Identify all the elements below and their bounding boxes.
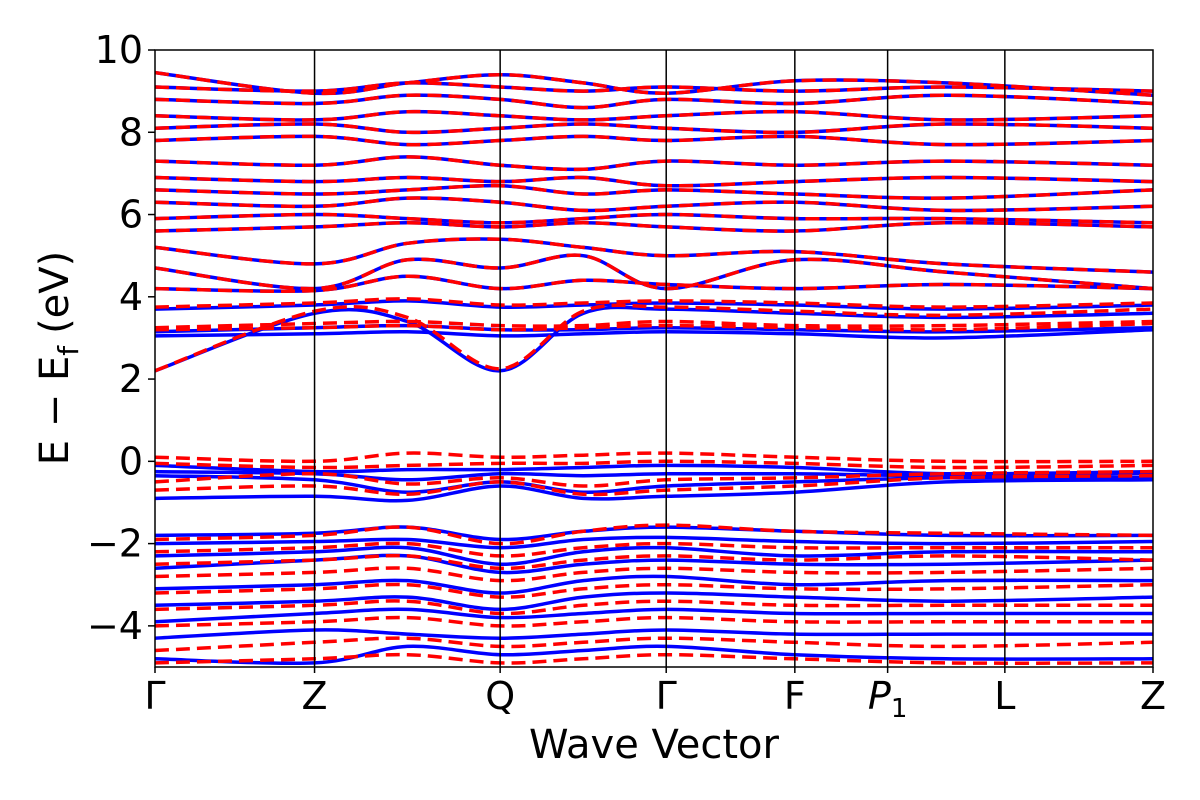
y-tick-label-4: 2 [119, 357, 143, 401]
band-line-red-29 [155, 93, 1153, 110]
band-line-blue-12 [155, 644, 1153, 666]
x-tick-label-4: F [784, 674, 806, 718]
x-tick-label-5: P1 [868, 674, 907, 724]
high-symmetry-lines [313, 50, 1006, 667]
band-line-blue-15 [155, 305, 1153, 373]
x-axis-ticks: Γ Z Q Γ F P1 L Z [144, 667, 1166, 724]
y-tick-label-7: −4 [87, 604, 143, 648]
band-line-blue-8 [155, 574, 1153, 595]
band-line-red-25 [155, 155, 1153, 172]
band-line-blue-14 [155, 323, 1153, 334]
band-line-blue-6 [155, 545, 1153, 566]
y-tick-label-1: 8 [119, 110, 143, 154]
y-tick-label-0: 10 [95, 28, 143, 72]
band-line-red-7 [155, 566, 1153, 583]
band-line-red-17 [155, 274, 1153, 293]
band-line-red-28 [155, 109, 1153, 122]
band-line-red-19 [155, 237, 1153, 274]
band-line-blue-1 [155, 473, 1153, 494]
band-line-red-12 [155, 652, 1153, 665]
x-tick-label-0: Γ [144, 674, 165, 718]
band-line-red-22 [155, 196, 1153, 213]
y-axis-title-sub: f [52, 345, 85, 356]
band-line-red-27 [155, 122, 1153, 135]
band-line-red-5 [155, 541, 1153, 558]
x-tick-label-2: Q [485, 674, 515, 718]
y-axis-ticks: 10 8 6 4 2 0 −2 −4 [87, 28, 155, 648]
band-line-red-13 [155, 321, 1153, 332]
band-line-red-14 [155, 319, 1153, 330]
x-tick-label-7: Z [1140, 674, 1166, 718]
y-tick-label-3: 4 [119, 275, 143, 319]
band-line-red-11 [155, 636, 1153, 653]
band-line-red-20 [155, 220, 1153, 233]
band-line-red-6 [155, 553, 1153, 571]
band-line-blue-5 [155, 535, 1153, 550]
band-line-red-9 [155, 599, 1153, 616]
band-line-red-21 [155, 212, 1153, 225]
band-line-blue-11 [155, 628, 1153, 640]
x-tick-label-6: L [994, 674, 1015, 718]
x-tick-label-3: Γ [656, 674, 677, 718]
band-line-red-15 [155, 303, 1153, 373]
band-line-blue-13 [155, 327, 1153, 340]
x-axis-title: Wave Vector [529, 722, 780, 768]
x-tick-label-1: Z [302, 674, 328, 718]
band-line-blue-0 [155, 478, 1153, 503]
band-line-blue-16 [155, 299, 1153, 311]
band-line-blue-7 [155, 553, 1153, 575]
y-tick-label-6: −2 [87, 522, 143, 566]
band-line-red-16 [155, 297, 1153, 309]
band-line-red-24 [155, 175, 1153, 188]
band-line-blue-9 [155, 591, 1153, 612]
band-line-red-0 [155, 473, 1153, 497]
band-line-blue-2 [155, 469, 1153, 482]
band-line-red-30 [155, 81, 1153, 93]
band-line-red-26 [155, 134, 1153, 147]
band-line-red-1 [155, 469, 1153, 488]
y-tick-label-2: 6 [119, 193, 143, 237]
plot-frame [154, 49, 1154, 668]
band-line-red-10 [155, 615, 1153, 628]
y-tick-label-5: 0 [119, 439, 143, 483]
band-line-blue-10 [155, 607, 1153, 624]
band-line-red-23 [155, 183, 1153, 200]
band-line-red-4 [155, 523, 1153, 546]
band-line-red-31 [155, 70, 1153, 97]
band-line-red-8 [155, 582, 1153, 599]
band-line-red-2 [155, 459, 1153, 470]
y-axis-title-unit: (eV) [32, 251, 78, 334]
band-line-red-18 [155, 253, 1153, 291]
y-axis-title: E − Ef (eV) [32, 251, 85, 466]
y-axis-title-main: E − E [32, 356, 78, 466]
band-line-red-3 [155, 451, 1153, 464]
band-lines [155, 70, 1153, 666]
